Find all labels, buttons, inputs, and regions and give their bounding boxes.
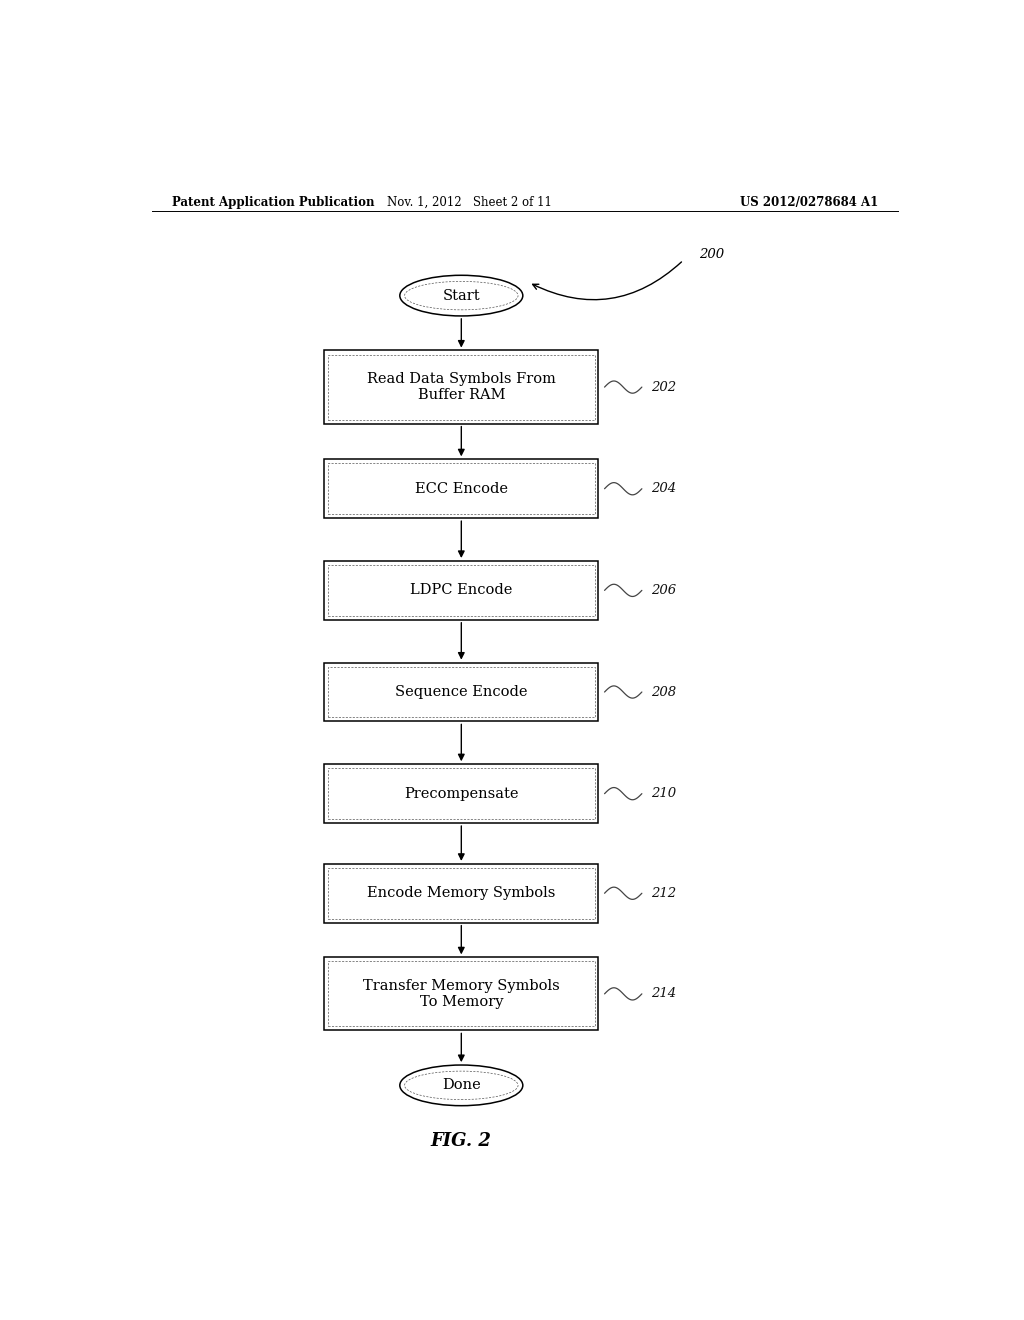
Text: 208: 208 — [651, 685, 677, 698]
Text: 206: 206 — [651, 583, 677, 597]
Text: ECC Encode: ECC Encode — [415, 482, 508, 496]
Bar — [325, 459, 598, 519]
Bar — [328, 355, 595, 420]
Bar — [325, 863, 598, 923]
Text: Precompensate: Precompensate — [404, 787, 518, 801]
Bar — [328, 768, 595, 818]
Bar — [328, 463, 595, 515]
Bar — [328, 667, 595, 718]
Text: FIG. 2: FIG. 2 — [431, 1133, 492, 1150]
Bar — [325, 351, 598, 424]
Text: 200: 200 — [699, 248, 725, 261]
Text: Patent Application Publication: Patent Application Publication — [172, 195, 374, 209]
Text: US 2012/0278684 A1: US 2012/0278684 A1 — [739, 195, 878, 209]
Bar — [325, 957, 598, 1031]
Text: 202: 202 — [651, 380, 677, 393]
Bar — [328, 565, 595, 616]
Text: 214: 214 — [651, 987, 677, 1001]
Text: Read Data Symbols From
Buffer RAM: Read Data Symbols From Buffer RAM — [367, 372, 556, 403]
Ellipse shape — [399, 276, 523, 315]
Ellipse shape — [399, 1065, 523, 1106]
Text: Sequence Encode: Sequence Encode — [395, 685, 527, 700]
Bar — [328, 867, 595, 919]
Bar — [325, 561, 598, 620]
Text: Encode Memory Symbols: Encode Memory Symbols — [368, 886, 555, 900]
Text: 204: 204 — [651, 482, 677, 495]
Text: Start: Start — [442, 289, 480, 302]
Bar — [328, 961, 595, 1027]
Bar — [325, 764, 598, 824]
Text: 212: 212 — [651, 887, 677, 900]
Bar — [325, 663, 598, 722]
Text: Done: Done — [442, 1078, 480, 1093]
Text: 210: 210 — [651, 787, 677, 800]
Text: LDPC Encode: LDPC Encode — [411, 583, 512, 598]
Text: Nov. 1, 2012   Sheet 2 of 11: Nov. 1, 2012 Sheet 2 of 11 — [387, 195, 552, 209]
Text: Transfer Memory Symbols
To Memory: Transfer Memory Symbols To Memory — [362, 979, 560, 1008]
